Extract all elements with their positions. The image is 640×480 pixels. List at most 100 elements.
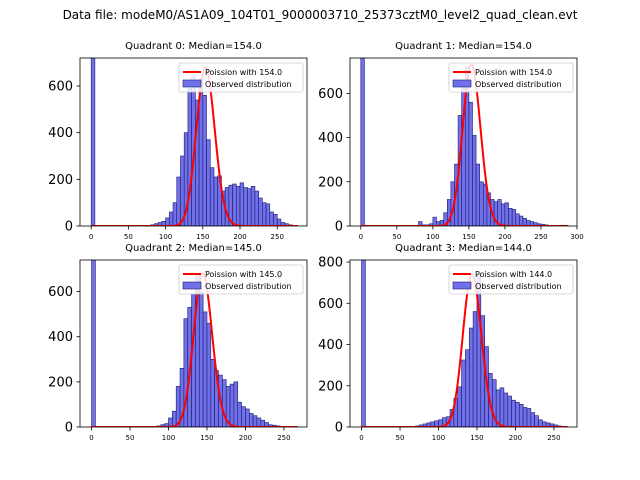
histogram-bar xyxy=(250,186,256,226)
x-tick-label: 100 xyxy=(432,434,445,442)
x-tick-label: 50 xyxy=(392,233,401,241)
legend-bar-swatch xyxy=(452,79,472,88)
histogram-bar xyxy=(518,404,524,427)
histogram-bar xyxy=(418,221,423,226)
histogram-bar xyxy=(209,167,215,226)
histogram-bar xyxy=(511,399,516,427)
legend-box xyxy=(448,62,574,93)
histogram-bar xyxy=(269,211,274,226)
histogram-bar xyxy=(202,95,207,226)
y-tick-label: 600 xyxy=(48,285,73,300)
chart-panel-2: Quadrant 2: Median=145.0 0 50 100 150 200 250 0… xyxy=(48,243,308,442)
x-tick-label: 200 xyxy=(498,233,511,241)
x-tick-label: 250 xyxy=(547,434,560,442)
legend-bar-swatch xyxy=(452,281,472,290)
x-tick-label: 150 xyxy=(462,233,475,241)
histogram-bar xyxy=(187,88,192,226)
legend-box xyxy=(448,264,574,295)
axes-frame xyxy=(79,259,308,428)
bars-group xyxy=(90,58,299,226)
histogram-bar xyxy=(465,349,470,427)
y-tick-label: 0 xyxy=(65,220,73,235)
histogram-bar xyxy=(90,58,96,226)
histogram-bar xyxy=(501,203,506,226)
x-tick-label: 100 xyxy=(426,233,439,241)
x-tick-label: 100 xyxy=(162,434,175,442)
x-tick-label: 300 xyxy=(570,233,583,241)
legend-bar-swatch xyxy=(182,281,202,290)
x-tick-label: 150 xyxy=(196,233,209,241)
chart-title: Quadrant 0: Median=154.0 xyxy=(125,41,262,52)
histogram-bar xyxy=(265,203,271,226)
histogram-bar xyxy=(522,407,528,427)
histogram-bar xyxy=(273,214,278,226)
histogram-bar xyxy=(515,213,520,226)
histogram-bar xyxy=(276,218,282,226)
histogram-bar xyxy=(241,406,246,427)
x-tick-label: 150 xyxy=(470,434,483,442)
poisson-curve xyxy=(361,273,568,427)
y-tick-label: 0 xyxy=(65,421,73,436)
histogram-bar xyxy=(472,135,477,226)
histogram-bar xyxy=(256,417,262,427)
histogram-bar xyxy=(202,311,208,427)
x-tick-label: 0 xyxy=(89,233,93,241)
histogram-bar xyxy=(515,401,520,427)
histogram-bar xyxy=(168,417,173,427)
y-tick-label: 400 xyxy=(48,330,73,345)
histogram-bar xyxy=(235,186,241,226)
histogram-bar xyxy=(530,412,535,427)
y-tick-label: 600 xyxy=(318,87,343,102)
histogram-bar xyxy=(165,217,170,226)
histogram-bar xyxy=(526,408,532,427)
y-tick-label: 200 xyxy=(48,173,73,188)
legend-entry: Poission with 154.0 xyxy=(205,68,282,77)
histogram-bar xyxy=(461,359,466,427)
histogram-bar xyxy=(479,181,484,226)
histogram-bar xyxy=(504,202,509,226)
legend-entry: Observed distribution xyxy=(475,80,562,89)
histogram-bar xyxy=(538,419,543,427)
histogram-bar xyxy=(247,188,252,226)
legend-entry: Observed distribution xyxy=(205,282,292,291)
legend-entry: Poission with 144.0 xyxy=(475,270,552,279)
legend-bar-swatch xyxy=(182,79,202,88)
histogram-bar xyxy=(499,387,505,427)
histogram-bar xyxy=(210,358,215,427)
x-tick-label: 150 xyxy=(200,434,213,442)
histogram-bar xyxy=(258,197,263,226)
histogram-bar xyxy=(245,408,250,427)
histogram-bar xyxy=(361,260,366,427)
histogram-bar xyxy=(472,311,478,427)
chart-title: Quadrant 2: Median=145.0 xyxy=(125,243,262,254)
histogram-bar xyxy=(468,327,474,427)
y-tick-label: 400 xyxy=(318,338,343,353)
histogram-bar xyxy=(243,187,248,226)
histogram-bar xyxy=(169,211,174,226)
x-tick-label: 0 xyxy=(89,434,93,442)
x-tick-label: 250 xyxy=(277,434,290,442)
histogram-bar xyxy=(262,202,267,226)
x-tick-label: 250 xyxy=(271,233,284,241)
histogram-bar xyxy=(91,260,96,427)
legend-entry: Poission with 154.0 xyxy=(475,68,552,77)
histogram-bar xyxy=(252,415,258,427)
histogram-bar xyxy=(260,419,265,427)
histogram-bar xyxy=(497,199,502,226)
axes-frame xyxy=(349,259,578,428)
y-tick-label: 400 xyxy=(318,131,343,146)
histogram-bar xyxy=(432,216,437,226)
poisson-curve xyxy=(91,66,299,226)
x-tick-label: 100 xyxy=(159,233,172,241)
axes-frame xyxy=(349,57,578,227)
histogram-bar xyxy=(507,395,512,427)
y-tick-label: 600 xyxy=(48,80,73,95)
chart-panel-0: Quadrant 0: Median=154.0 0 50 100 150 200 250 0… xyxy=(48,41,308,241)
bars-group xyxy=(91,260,298,427)
histogram-bar xyxy=(232,183,237,226)
legend-entry: Observed distribution xyxy=(475,282,562,291)
histogram-bar xyxy=(254,190,259,226)
chart-title: Quadrant 3: Median=144.0 xyxy=(395,243,532,254)
histogram-bar xyxy=(239,182,245,226)
